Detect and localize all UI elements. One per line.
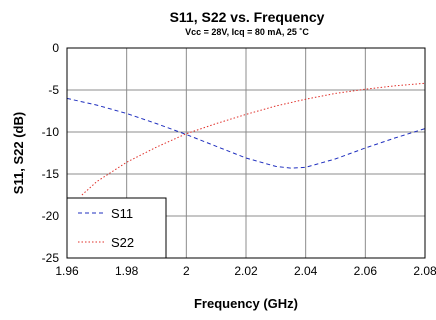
y-tick-label: 0 [52,41,59,55]
x-tick-label: 2 [183,264,190,278]
plot-area-border [66,47,426,259]
x-tick-label: 2.06 [354,264,378,278]
x-tick-label: 2.04 [294,264,318,278]
x-tick-label: 2.08 [413,264,436,278]
legend: S11 S22 [66,197,167,259]
legend-box [66,197,167,259]
y-tick-label: -10 [42,125,60,139]
x-tick-labels: 1.96 1.98 2 2.02 2.04 2.06 2.08 [55,264,436,278]
y-tick-label: -25 [42,251,60,265]
x-tick-label: 1.98 [115,264,139,278]
y-tick-label: -15 [42,167,60,181]
chart-title: S11, S22 vs. Frequency [170,9,325,25]
y-tick-label: -20 [42,209,60,223]
y-tick-label: -5 [48,83,59,97]
series-line-s11 [66,97,426,169]
x-tick-label: 1.96 [55,264,79,278]
x-tick-label: 2.02 [234,264,258,278]
chart-subtitle: Vcc = 28V, Icq = 80 mA, 25 ˚C [185,27,309,37]
y-tick-labels: 0 -5 -10 -15 -20 -25 [42,41,60,265]
legend-s22-label: S22 [111,235,134,250]
series-lines [66,82,426,196]
legend-s11-label: S11 [111,206,133,221]
y-axis-label: S11, S22 (dB) [11,112,26,194]
x-axis-label: Frequency (GHz) [194,296,298,311]
